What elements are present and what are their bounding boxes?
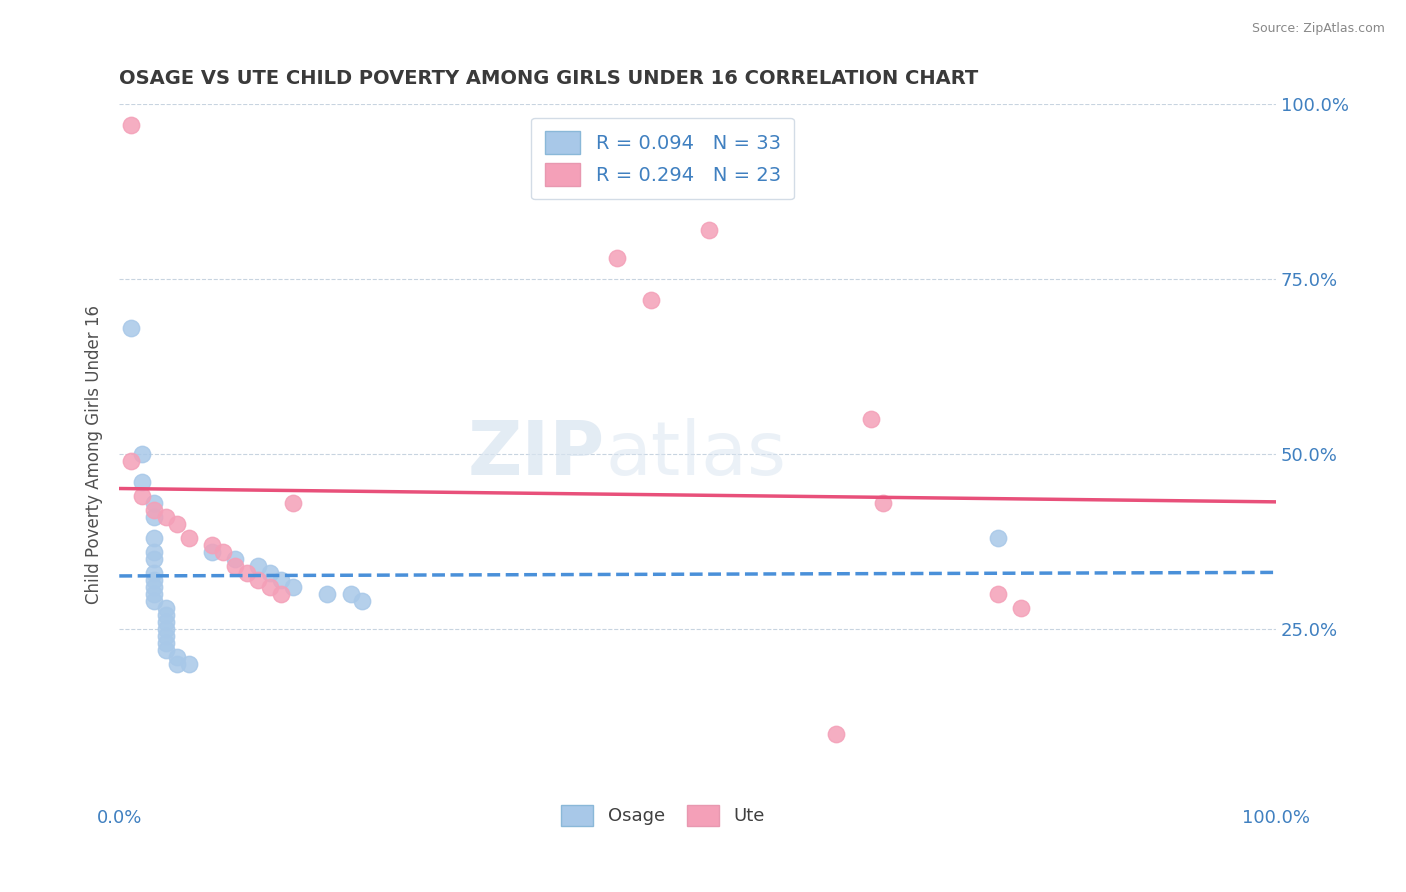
Point xyxy=(143,573,166,587)
Point xyxy=(987,587,1010,601)
Point xyxy=(235,566,257,580)
Point xyxy=(201,545,224,559)
Point xyxy=(224,552,246,566)
Point xyxy=(825,727,848,741)
Point xyxy=(120,119,142,133)
Point xyxy=(872,496,894,510)
Point xyxy=(131,489,153,503)
Point xyxy=(143,580,166,594)
Point xyxy=(352,594,374,608)
Point xyxy=(270,587,292,601)
Point xyxy=(224,558,246,573)
Point xyxy=(860,412,883,426)
Legend: Osage, Ute: Osage, Ute xyxy=(554,797,772,833)
Point xyxy=(281,496,304,510)
Text: OSAGE VS UTE CHILD POVERTY AMONG GIRLS UNDER 16 CORRELATION CHART: OSAGE VS UTE CHILD POVERTY AMONG GIRLS U… xyxy=(120,69,979,87)
Text: Source: ZipAtlas.com: Source: ZipAtlas.com xyxy=(1251,22,1385,36)
Point xyxy=(177,531,200,545)
Point xyxy=(606,251,628,265)
Point xyxy=(166,657,188,671)
Point xyxy=(166,516,188,531)
Point xyxy=(259,566,281,580)
Point xyxy=(143,566,166,580)
Point xyxy=(987,531,1010,545)
Text: ZIP: ZIP xyxy=(468,417,605,491)
Point xyxy=(1011,600,1033,615)
Point xyxy=(143,594,166,608)
Point xyxy=(201,538,224,552)
Point xyxy=(131,447,153,461)
Point xyxy=(143,531,166,545)
Point xyxy=(177,657,200,671)
Point xyxy=(259,580,281,594)
Point xyxy=(155,629,177,643)
Point xyxy=(697,223,720,237)
Point xyxy=(143,552,166,566)
Y-axis label: Child Poverty Among Girls Under 16: Child Poverty Among Girls Under 16 xyxy=(86,304,103,604)
Point xyxy=(247,558,270,573)
Point xyxy=(155,622,177,636)
Point xyxy=(143,503,166,517)
Point xyxy=(143,510,166,524)
Point xyxy=(270,573,292,587)
Point xyxy=(640,293,662,307)
Text: atlas: atlas xyxy=(605,417,786,491)
Point xyxy=(120,454,142,468)
Point xyxy=(143,496,166,510)
Point xyxy=(143,587,166,601)
Point xyxy=(131,475,153,489)
Point xyxy=(166,649,188,664)
Point xyxy=(155,615,177,629)
Point xyxy=(155,607,177,622)
Point xyxy=(281,580,304,594)
Point xyxy=(155,642,177,657)
Point xyxy=(339,587,361,601)
Point xyxy=(212,545,235,559)
Point xyxy=(120,321,142,335)
Point xyxy=(143,545,166,559)
Point xyxy=(155,636,177,650)
Point xyxy=(155,510,177,524)
Point xyxy=(316,587,339,601)
Point xyxy=(247,573,270,587)
Point xyxy=(155,600,177,615)
